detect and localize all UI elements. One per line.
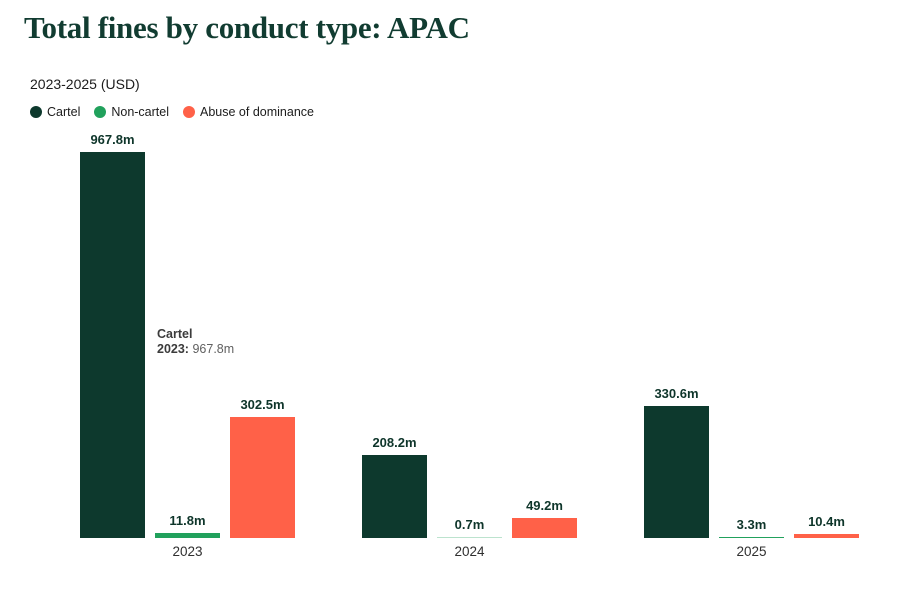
bar-value-label: 330.6m <box>654 386 699 402</box>
bar-non-cartel-2025[interactable] <box>719 536 784 538</box>
x-axis-label: 2025 <box>736 544 767 559</box>
x-axis-label: 2023 <box>172 544 203 559</box>
bar-abuse-of-dominance-2025[interactable] <box>794 533 859 538</box>
tooltip-series-name: Cartel <box>157 327 193 341</box>
bar-value-label: 302.5m <box>240 397 285 413</box>
chart-tooltip: Cartel 2023: 967.8m <box>157 327 234 356</box>
tooltip-value: 967.8m <box>192 341 235 356</box>
legend-item-non-cartel[interactable]: Non-cartel <box>94 105 169 119</box>
chart-subtitle: 2023-2025 (USD) <box>30 76 140 92</box>
legend: Cartel Non-cartel Abuse of dominance <box>30 105 314 119</box>
legend-dot-abuse-of-dominance <box>183 106 196 118</box>
legend-item-abuse-of-dominance[interactable]: Abuse of dominance <box>183 105 314 119</box>
x-axis-label: 2024 <box>454 544 485 559</box>
bar-non-cartel-2023[interactable] <box>155 533 220 538</box>
bar-value-label: 10.4m <box>808 513 845 529</box>
bar-value-label: 49.2m <box>526 498 563 514</box>
legend-label: Non-cartel <box>111 105 170 119</box>
bar-value-label: 208.2m <box>372 435 417 450</box>
bar-cartel-2025[interactable] <box>644 406 709 538</box>
bar-non-cartel-2024[interactable] <box>437 536 502 538</box>
legend-dot-non-cartel <box>94 106 107 118</box>
bar-abuse-of-dominance-2023[interactable] <box>230 417 295 538</box>
bar-cartel-2024[interactable] <box>362 455 427 538</box>
legend-label: Cartel <box>47 105 81 119</box>
page-title: Total fines by conduct type: APAC <box>24 10 470 45</box>
bar-value-label: 967.8m <box>90 132 135 147</box>
plot-area: 967.8m 11.8m 302.5m 2023 208.2m 0.7m 49.2m 2024… <box>80 132 870 559</box>
bar-value-label: 3.3m <box>736 516 767 532</box>
bar-value-label: 0.7m <box>454 516 485 532</box>
tooltip-category: 2023: <box>157 341 189 356</box>
legend-label: Abuse of dominance <box>200 105 314 119</box>
bar-abuse-of-dominance-2024[interactable] <box>512 518 577 538</box>
legend-item-cartel[interactable]: Cartel <box>30 105 80 119</box>
bar-value-label: 11.8m <box>169 513 206 529</box>
bar-cartel-2023[interactable] <box>80 152 145 538</box>
legend-dot-cartel <box>30 106 42 118</box>
